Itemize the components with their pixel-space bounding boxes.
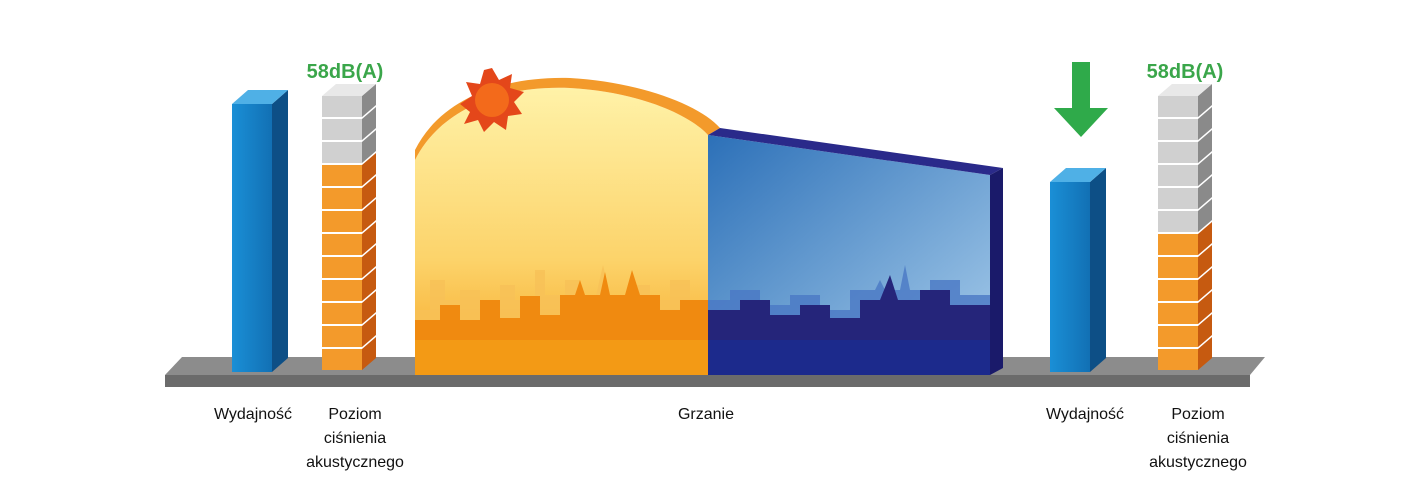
block-side bbox=[362, 107, 376, 140]
pressure-label: akustycznego bbox=[306, 454, 404, 471]
block bbox=[1158, 349, 1198, 370]
block bbox=[322, 326, 362, 347]
block-side bbox=[1198, 153, 1212, 186]
block bbox=[322, 280, 362, 301]
block-side bbox=[362, 268, 376, 301]
noise-level: 58dB(A) bbox=[1147, 61, 1224, 83]
noise-level: 58dB(A) bbox=[307, 61, 384, 83]
down-arrow bbox=[1054, 62, 1108, 137]
block bbox=[322, 257, 362, 278]
block-side bbox=[1198, 199, 1212, 232]
pressure-labels: Poziom ciśnienia akustycznego Poziom ciśnien… bbox=[306, 406, 1247, 471]
block bbox=[1158, 326, 1198, 347]
block bbox=[1158, 280, 1198, 301]
block bbox=[322, 349, 362, 370]
block-side bbox=[362, 176, 376, 209]
block-side bbox=[1198, 314, 1212, 347]
block-side bbox=[362, 153, 376, 186]
floor-front bbox=[165, 375, 1250, 387]
capacity-bar-left bbox=[232, 90, 288, 372]
block bbox=[1158, 165, 1198, 186]
block bbox=[1158, 96, 1198, 117]
block-side bbox=[1198, 222, 1212, 255]
block-side bbox=[1198, 291, 1212, 324]
capacity-label: Wydajność bbox=[214, 406, 292, 423]
block-side bbox=[362, 291, 376, 324]
block bbox=[322, 234, 362, 255]
block-side bbox=[1198, 245, 1212, 278]
block-side bbox=[1198, 84, 1212, 117]
block-side bbox=[1198, 107, 1212, 140]
pressure-label: Poziom bbox=[1171, 406, 1224, 423]
block-side bbox=[1198, 268, 1212, 301]
block bbox=[322, 165, 362, 186]
pressure-label: ciśnienia bbox=[1167, 430, 1229, 447]
block-side bbox=[362, 130, 376, 163]
block-side bbox=[362, 314, 376, 347]
block bbox=[322, 96, 362, 117]
block-side bbox=[362, 222, 376, 255]
block bbox=[1158, 119, 1198, 140]
block-side bbox=[1198, 176, 1212, 209]
block bbox=[322, 303, 362, 324]
capacity-bar-right bbox=[1050, 168, 1106, 372]
block bbox=[322, 119, 362, 140]
block bbox=[1158, 257, 1198, 278]
block bbox=[322, 211, 362, 232]
noise-stacks bbox=[322, 84, 1212, 370]
block bbox=[322, 188, 362, 209]
pressure-label: Poziom bbox=[328, 406, 381, 423]
block bbox=[1158, 234, 1198, 255]
block-top bbox=[1158, 84, 1212, 96]
block-side bbox=[1198, 130, 1212, 163]
block-side bbox=[362, 337, 376, 370]
block bbox=[322, 142, 362, 163]
capacity-label: Wydajność bbox=[1046, 406, 1124, 423]
scene-label: Grzanie bbox=[678, 406, 734, 423]
block-side bbox=[1198, 337, 1212, 370]
block bbox=[1158, 303, 1198, 324]
block-side bbox=[362, 245, 376, 278]
heating-scene bbox=[415, 68, 1003, 376]
block-side bbox=[362, 84, 376, 117]
block-top bbox=[322, 84, 376, 96]
pressure-label: ciśnienia bbox=[324, 430, 386, 447]
block bbox=[1158, 211, 1198, 232]
pressure-label: akustycznego bbox=[1149, 454, 1247, 471]
block bbox=[1158, 188, 1198, 209]
block bbox=[1158, 142, 1198, 163]
block-side bbox=[362, 199, 376, 232]
